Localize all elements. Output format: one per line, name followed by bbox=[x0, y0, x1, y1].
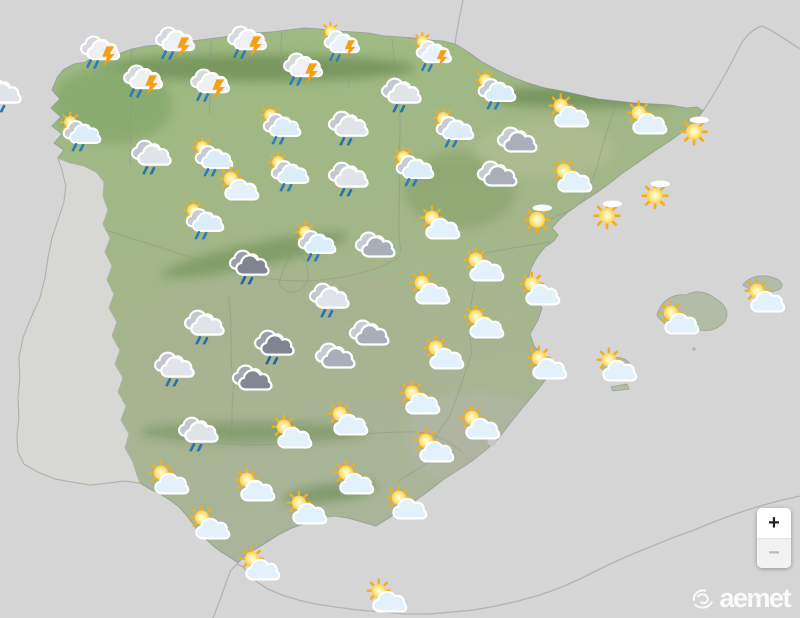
weather-icon-storm bbox=[152, 20, 198, 61]
weather-icon-sun-cloud bbox=[382, 483, 428, 524]
weather-icon-sun-cloud bbox=[592, 345, 638, 386]
weather-icon-sun-cloud bbox=[544, 91, 590, 132]
weather-icon-sun-haze bbox=[514, 198, 560, 239]
weather-icon-rain bbox=[174, 411, 220, 452]
weather-icon-storm bbox=[187, 62, 233, 103]
weather-icon-sun-cloud bbox=[459, 302, 505, 343]
weather-icon-rain bbox=[324, 156, 370, 197]
weather-icon-sun-rain bbox=[265, 151, 311, 192]
france-coastline bbox=[454, 0, 800, 112]
weather-icon-sun-cloud bbox=[323, 399, 369, 440]
weather-icon-sun-cloud bbox=[419, 333, 465, 374]
zoom-out-button[interactable]: − bbox=[757, 538, 791, 568]
weather-icon-cloudy-dark bbox=[227, 358, 273, 399]
weather-icon-sun-cloud bbox=[654, 298, 700, 339]
weather-icon-sun-cloud bbox=[214, 164, 260, 205]
weather-icon-rain bbox=[377, 72, 423, 113]
weather-icon-sun-cloud bbox=[405, 268, 451, 309]
weather-icon-rain bbox=[127, 134, 173, 175]
weather-icon-sun-cloud bbox=[329, 458, 375, 499]
weather-icon-storm-sun bbox=[318, 22, 364, 63]
weather-icon-sun-cloud bbox=[415, 203, 461, 244]
weather-icon-storm bbox=[77, 29, 123, 70]
weather-icon-storm bbox=[120, 58, 166, 99]
portugal-region bbox=[16, 157, 141, 486]
weather-icon-sun-haze bbox=[632, 174, 678, 215]
zoom-control-divider bbox=[757, 537, 791, 539]
zoom-control: + − bbox=[757, 508, 791, 568]
weather-icon-sun-cloud bbox=[455, 403, 501, 444]
weather-icon-rain bbox=[305, 277, 351, 318]
weather-icon-sun-cloud bbox=[267, 412, 313, 453]
weather-icon-sun-cloud bbox=[409, 426, 455, 467]
weather-icon-cloudy bbox=[310, 336, 356, 377]
weather-icon-sun-cloud bbox=[515, 269, 561, 310]
weather-icon-rain bbox=[324, 105, 370, 146]
weather-icon-sun-haze bbox=[671, 110, 717, 151]
weather-icon-sun-cloud bbox=[235, 544, 281, 585]
weather-icon-sun-cloud bbox=[362, 576, 408, 617]
weather-icon-sun-cloud bbox=[622, 98, 668, 139]
aemet-swirl-icon bbox=[690, 586, 716, 612]
weather-icon-sun-cloud bbox=[230, 465, 276, 506]
weather-icon-sun-rain bbox=[180, 199, 226, 240]
weather-icon-sun-rain bbox=[430, 107, 476, 148]
weather-icon-sun-cloud bbox=[547, 156, 593, 197]
weather-icon-rain bbox=[180, 304, 226, 345]
weather-icon-storm bbox=[224, 19, 270, 60]
weather-icon-sun-cloud bbox=[459, 245, 505, 286]
weather-icon-rain bbox=[150, 346, 196, 387]
weather-icon-sun-rain bbox=[390, 146, 436, 187]
weather-icon-sun-rain bbox=[292, 221, 338, 262]
weather-icon-rain-dark bbox=[225, 244, 271, 285]
aemet-logo: aemet bbox=[690, 583, 791, 613]
weather-icon-sun-rain bbox=[472, 69, 518, 110]
weather-icon-sun-cloud bbox=[282, 488, 328, 529]
weather-icon-sun-cloud bbox=[522, 343, 568, 384]
weather-icon-sun-cloud bbox=[185, 503, 231, 544]
weather-icon-sun-cloud bbox=[144, 458, 190, 499]
weather-icon-sun-rain bbox=[257, 104, 303, 145]
aemet-logo-text: aemet bbox=[719, 583, 791, 613]
weather-icon-cloudy bbox=[472, 154, 518, 195]
weather-icon-sun-cloud bbox=[740, 276, 786, 317]
weather-icon-storm-sun bbox=[410, 32, 456, 73]
weather-icon-sun-cloud bbox=[395, 378, 441, 419]
weather-icon-sun-rain bbox=[57, 111, 103, 152]
zoom-in-button[interactable]: + bbox=[757, 508, 791, 538]
weather-icon-sun-haze bbox=[584, 194, 630, 235]
weather-icon-cloudy bbox=[350, 225, 396, 266]
weather-icon-rain bbox=[0, 72, 23, 113]
